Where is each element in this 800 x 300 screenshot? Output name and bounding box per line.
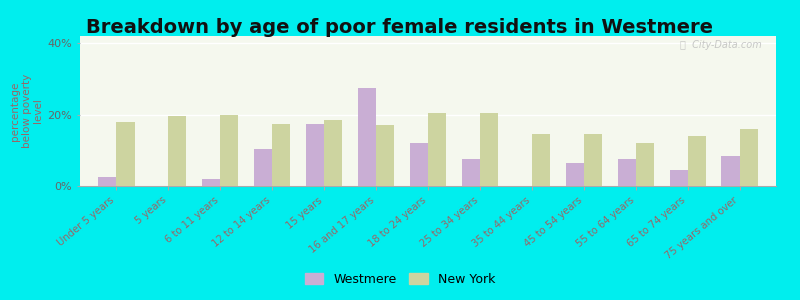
Bar: [480, 113, 498, 186]
Bar: [462, 159, 480, 186]
Bar: [272, 124, 290, 186]
Bar: [636, 143, 654, 186]
Bar: [116, 122, 134, 186]
Bar: [306, 124, 324, 186]
Bar: [410, 143, 428, 186]
Bar: [566, 163, 584, 186]
Bar: [532, 134, 550, 186]
Bar: [670, 170, 688, 186]
Text: Breakdown by age of poor female residents in Westmere: Breakdown by age of poor female resident…: [86, 18, 714, 37]
Text: ⓘ  City-Data.com: ⓘ City-Data.com: [680, 40, 762, 50]
Bar: [220, 115, 238, 186]
Bar: [428, 113, 446, 186]
Bar: [584, 134, 602, 186]
Y-axis label: percentage
below poverty
level: percentage below poverty level: [10, 74, 43, 148]
Bar: [688, 136, 706, 186]
Bar: [202, 179, 220, 186]
Bar: [618, 159, 636, 186]
Legend: Westmere, New York: Westmere, New York: [300, 268, 500, 291]
Bar: [98, 177, 116, 186]
Bar: [254, 148, 272, 186]
Bar: [740, 129, 758, 186]
Bar: [722, 156, 740, 186]
Bar: [324, 120, 342, 186]
Bar: [358, 88, 376, 186]
Bar: [376, 125, 394, 186]
Bar: [168, 116, 186, 186]
